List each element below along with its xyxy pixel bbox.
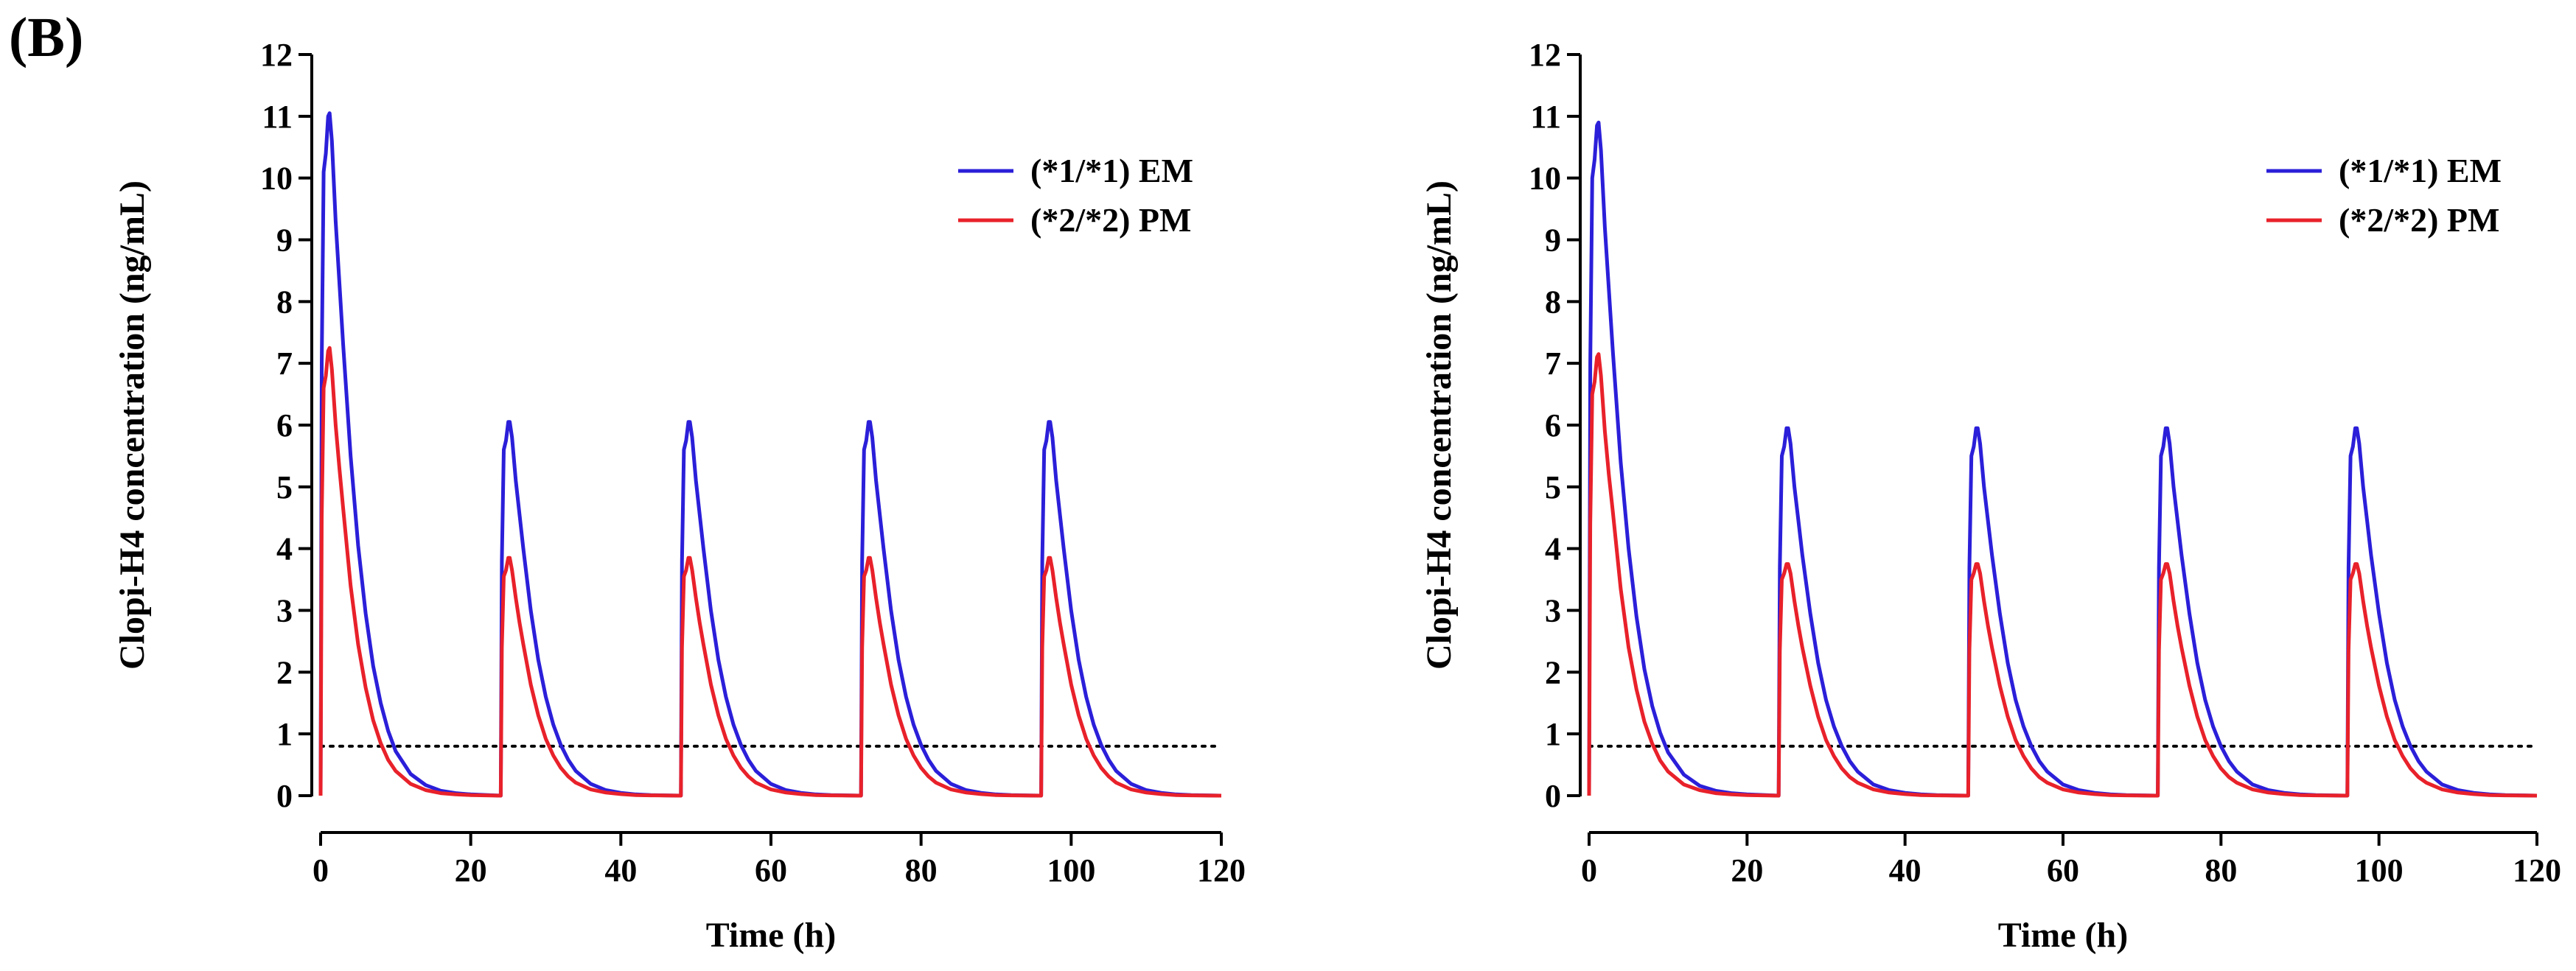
legend: (*1/*1) EM (*2/*2) PM — [958, 152, 1193, 239]
x-tick-label: 20 — [1731, 852, 1763, 888]
y-tick-label: 6 — [276, 407, 293, 444]
legend: (*1/*1) EM (*2/*2) PM — [2266, 152, 2502, 239]
x-tick-label: 100 — [2355, 852, 2404, 888]
legend-label: (*1/*1) EM — [1030, 152, 1193, 189]
x-tick-label: 40 — [604, 852, 637, 888]
y-tick-label: 5 — [276, 469, 293, 505]
x-tick-label: 40 — [1889, 852, 1921, 888]
y-axis-title: Clopi-H4 concentration (ng/mL) — [1420, 180, 1459, 670]
x-tick-label: 80 — [905, 852, 938, 888]
y-tick-label: 11 — [1530, 99, 1561, 135]
y-tick-label: 1 — [1545, 716, 1561, 752]
y-tick-label: 1 — [276, 716, 293, 752]
y-tick-label: 2 — [1545, 654, 1561, 690]
x-tick-label: 80 — [2205, 852, 2237, 888]
y-tick-label: 4 — [1545, 531, 1561, 567]
y-tick-label: 3 — [1545, 593, 1561, 629]
series-line-em — [318, 111, 1222, 798]
y-tick-label: 10 — [1529, 161, 1561, 197]
y-tick-label: 7 — [276, 346, 293, 382]
y-tick-label: 8 — [1545, 284, 1561, 320]
x-tick-label: 0 — [1581, 852, 1597, 888]
x-tick-label: 120 — [1197, 852, 1246, 888]
x-axis-title: Time (h) — [1998, 916, 2128, 955]
y-tick-label: 0 — [1545, 778, 1561, 814]
y-tick-label: 9 — [1545, 222, 1561, 259]
y-axis-title: Clopi-H4 concentration (ng/mL) — [113, 180, 152, 670]
y-tick-label: 6 — [1545, 407, 1561, 444]
x-tick-label: 60 — [2047, 852, 2079, 888]
y-tick-label: 2 — [276, 654, 293, 690]
series-line-em — [1587, 120, 2538, 798]
y-tick-label: 0 — [276, 778, 293, 814]
legend-label: (*1/*1) EM — [2339, 152, 2502, 189]
x-tick-label: 60 — [755, 852, 787, 888]
panel-label: (B) — [9, 7, 84, 69]
y-tick-label: 7 — [1545, 346, 1561, 382]
series-line-pm — [318, 346, 1222, 798]
series-line-pm — [1587, 352, 2538, 798]
y-tick-label: 12 — [1529, 37, 1561, 73]
x-tick-label: 20 — [455, 852, 487, 888]
y-tick-label: 4 — [276, 531, 293, 567]
legend-label: (*2/*2) PM — [1030, 201, 1191, 239]
y-tick-label: 12 — [260, 37, 293, 73]
x-tick-label: 120 — [2513, 852, 2561, 888]
x-axis-title: Time (h) — [706, 916, 836, 955]
y-tick-label: 10 — [260, 161, 293, 197]
x-tick-label: 0 — [313, 852, 329, 888]
y-tick-label: 11 — [262, 99, 293, 135]
y-tick-label: 5 — [1545, 469, 1561, 505]
y-tick-label: 3 — [276, 593, 293, 629]
y-tick-label: 9 — [276, 222, 293, 259]
x-tick-label: 100 — [1047, 852, 1095, 888]
legend-label: (*2/*2) PM — [2339, 201, 2499, 239]
y-tick-label: 8 — [276, 284, 293, 320]
